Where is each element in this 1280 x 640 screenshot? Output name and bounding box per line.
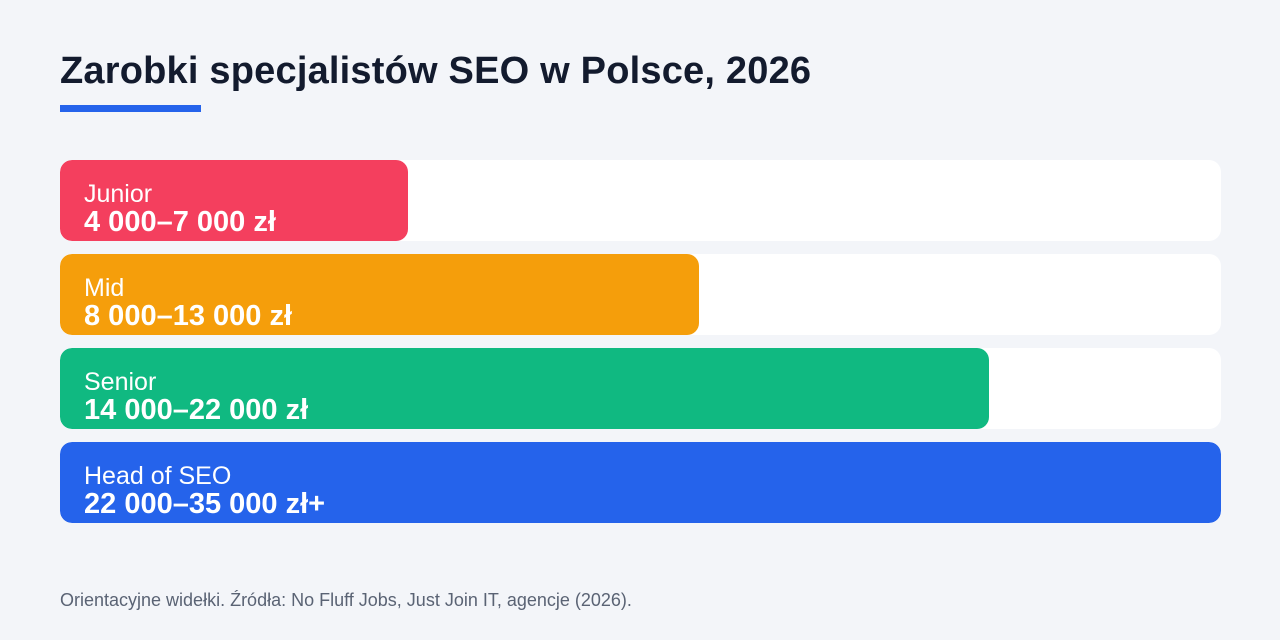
bar-track: Junior 4 000–7 000 zł <box>60 160 1221 241</box>
bar-chart: Junior 4 000–7 000 zł Mid 8 000–13 000 zł Se… <box>60 160 1221 536</box>
bar-value-label: 8 000–13 000 zł <box>84 300 293 332</box>
title-underline <box>60 105 201 112</box>
chart-title: Zarobki specjalistów SEO w Polsce, 2026 <box>60 50 812 92</box>
bar-label: Head of SEO <box>84 462 232 490</box>
source-footnote: Orientacyjne widełki. Źródła: No Fluff J… <box>60 590 632 610</box>
bar-value-label: 14 000–22 000 zł <box>84 394 309 426</box>
bar-senior: Senior 14 000–22 000 zł <box>60 348 989 429</box>
bar-label: Junior <box>84 180 153 208</box>
bar-junior: Junior 4 000–7 000 zł <box>60 160 409 241</box>
bar-label: Mid <box>84 274 125 302</box>
bar-head-of-seo: Head of SEO 22 000–35 000 zł+ <box>60 442 1221 523</box>
bar-track: Mid 8 000–13 000 zł <box>60 254 1221 335</box>
bar-track: Senior 14 000–22 000 zł <box>60 348 1221 429</box>
bar-track: Head of SEO 22 000–35 000 zł+ <box>60 442 1221 523</box>
bar-value-label: 4 000–7 000 zł <box>84 206 276 238</box>
bar-value-label: 22 000–35 000 zł+ <box>84 488 326 520</box>
bar-label: Senior <box>84 368 157 396</box>
bar-mid: Mid 8 000–13 000 zł <box>60 254 699 335</box>
